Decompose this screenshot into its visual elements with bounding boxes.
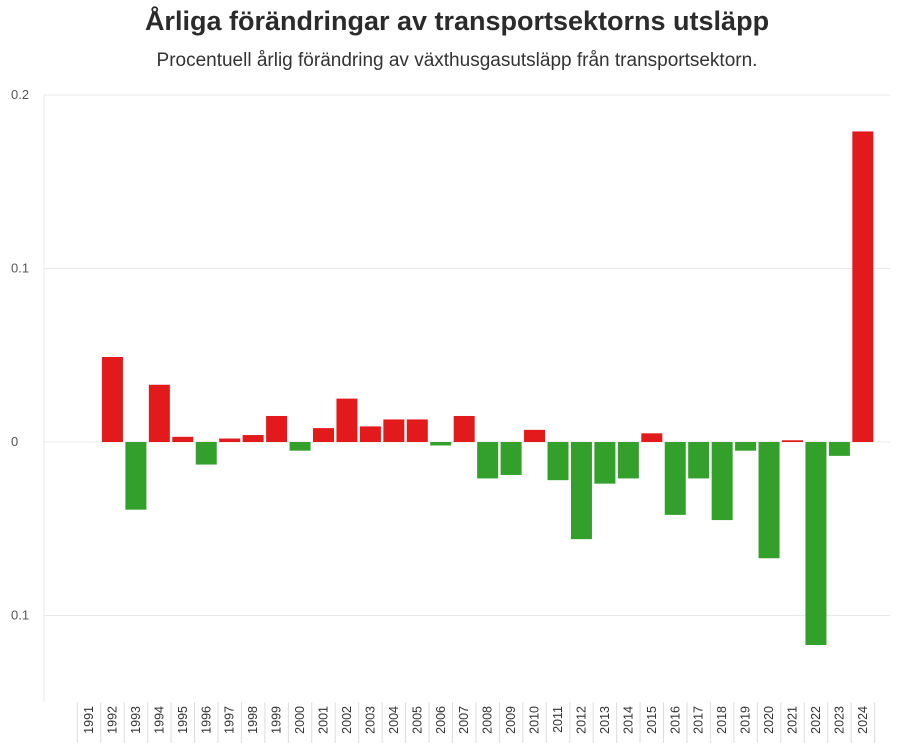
x-tick-label: 2020 xyxy=(762,706,776,734)
bar-1997 xyxy=(219,438,241,442)
bar-2018 xyxy=(711,442,733,521)
bar-1994 xyxy=(148,384,170,443)
bar-2011 xyxy=(547,442,569,481)
x-tick-label: 1996 xyxy=(199,706,213,734)
bar-2019 xyxy=(735,442,757,451)
x-tick-label: 1991 xyxy=(82,706,96,734)
x-tick-label: 2015 xyxy=(645,706,659,734)
x-tick-label: 2010 xyxy=(528,706,542,734)
y-axis: 0.2 0.1 0 0.1 xyxy=(11,87,29,623)
x-tick-label: 2004 xyxy=(387,706,401,734)
chart-subtitle: Procentuell årlig förändring av växthusg… xyxy=(156,50,758,71)
y-tick-label: 0 xyxy=(11,434,18,449)
x-tick-label: 2014 xyxy=(621,706,635,734)
bar-2024 xyxy=(852,131,874,442)
x-axis: 1991 1992 1993 1994 1995 1996 1997 1998 1999 2000… xyxy=(76,702,876,743)
y-tick-label: 0.2 xyxy=(11,87,29,102)
x-tick-label: 1998 xyxy=(246,706,260,734)
gridlines xyxy=(43,94,890,703)
bar-1996 xyxy=(195,442,217,465)
bar-1992 xyxy=(101,356,123,443)
bar-2001 xyxy=(313,428,334,442)
bars xyxy=(101,131,874,645)
x-tick-label: 1997 xyxy=(223,706,237,734)
x-tick-label: 2016 xyxy=(668,706,682,734)
bar-1999 xyxy=(266,415,288,442)
bar-2008 xyxy=(477,442,499,479)
x-tick-label: 2017 xyxy=(692,706,706,734)
bar-2004 xyxy=(383,419,405,442)
x-tick-label: 2022 xyxy=(809,706,823,734)
x-tick-label: 2018 xyxy=(715,706,729,734)
x-tick-label: 2002 xyxy=(340,706,354,734)
x-tick-label: 1992 xyxy=(105,706,119,734)
x-tick-label: 2001 xyxy=(317,706,331,734)
x-tick-label: 2011 xyxy=(551,706,565,733)
x-tick-label: 2023 xyxy=(832,706,846,734)
x-tick-label: 2005 xyxy=(410,706,424,734)
bar-2013 xyxy=(594,442,616,484)
x-tick-label: 2013 xyxy=(598,706,612,734)
bar-2005 xyxy=(406,419,428,442)
x-tick-label: 2006 xyxy=(434,706,448,734)
x-tick-label: 2008 xyxy=(481,706,495,734)
x-tick-label: 2024 xyxy=(856,706,870,734)
x-tick-label: 1999 xyxy=(270,706,284,734)
bar-2009 xyxy=(500,442,522,475)
x-tick-label: 2007 xyxy=(457,706,471,734)
bar-2020 xyxy=(758,442,780,559)
x-tick-label: 2021 xyxy=(786,706,800,734)
bar-2006 xyxy=(430,442,452,446)
bar-2010 xyxy=(524,429,546,442)
x-tick-label: 1994 xyxy=(152,706,166,734)
bar-2016 xyxy=(664,442,686,515)
x-tick-label: 2012 xyxy=(574,706,588,734)
y-tick-label: 0.1 xyxy=(11,261,29,276)
bar-1993 xyxy=(125,442,147,510)
x-tick-label: 2019 xyxy=(739,706,753,734)
bar-2014 xyxy=(617,442,639,479)
bar-1998 xyxy=(242,435,264,442)
bar-2023 xyxy=(828,442,850,456)
x-tick-label: 2000 xyxy=(293,706,307,734)
bar-2012 xyxy=(570,442,592,540)
bar-2017 xyxy=(688,442,710,479)
x-tick-label: 2003 xyxy=(363,706,377,734)
x-tick-label: 2009 xyxy=(504,706,518,734)
bar-2002 xyxy=(336,398,358,443)
bar-2007 xyxy=(453,415,475,442)
bar-2021 xyxy=(782,440,803,442)
bar-2000 xyxy=(289,442,311,451)
bar-2022 xyxy=(805,442,827,645)
y-tick-label: 0.1 xyxy=(11,608,29,623)
chart-title: Årliga förändringar av transportsektorns… xyxy=(144,6,770,36)
x-tick-label: 1995 xyxy=(176,706,190,734)
bar-1995 xyxy=(172,436,194,443)
bar-2015 xyxy=(641,433,663,442)
bar-2003 xyxy=(359,426,381,442)
x-tick-label: 1993 xyxy=(129,706,143,734)
